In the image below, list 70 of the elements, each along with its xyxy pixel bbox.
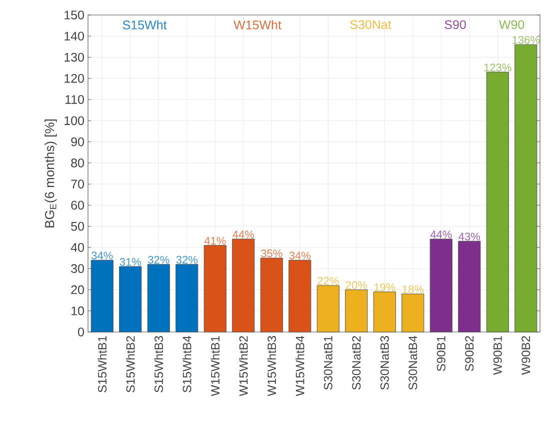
bar [316, 285, 340, 332]
data-label: 34% [92, 252, 113, 260]
data-label: 123% [484, 64, 512, 72]
x-tick-label: W90B1 [493, 336, 502, 375]
x-tick-label: S15WhtB2 [126, 336, 135, 392]
data-label: 136% [512, 36, 540, 44]
y-axis-title: BG$_{E}$(6 months) [%] [44, 120, 57, 228]
x-tick-label: W90B2 [522, 336, 530, 375]
x-tick-label: W15WhtB1 [210, 336, 220, 396]
data-label: 32% [148, 256, 170, 264]
x-tick-label: S30NatB1 [324, 336, 332, 390]
y-tick-label: 60 [71, 200, 84, 210]
bar [345, 289, 368, 332]
bar [232, 238, 255, 332]
data-label: 35% [261, 250, 282, 258]
x-tick-label: S15WhtB1 [98, 336, 107, 392]
y-tick-label: 30 [71, 264, 84, 274]
y-tick-label: 100 [64, 116, 84, 126]
bar [402, 294, 424, 332]
series-label: W90 [498, 20, 524, 30]
bar [147, 264, 170, 332]
y-tick-label: 10 [72, 306, 84, 316]
bar [458, 240, 481, 332]
y-tick-label: 40 [70, 243, 84, 252]
text: S90 [444, 20, 466, 30]
x-tick-label: S30NatB4 [408, 336, 418, 390]
bar [373, 292, 396, 332]
y-tick-label: 120 [64, 74, 84, 83]
data-label: 41% [204, 236, 226, 245]
data-label: 20% [346, 281, 367, 290]
data-label: 19% [374, 283, 396, 292]
y-tick-label: 70 [71, 180, 84, 188]
data-label: 44% [232, 230, 254, 238]
data-label: 18% [402, 285, 424, 294]
y-tick-label: 140 [64, 32, 84, 41]
x-tick-label: S30NatB3 [380, 336, 389, 390]
data-label: 43% [458, 232, 480, 240]
data-label: 31% [120, 258, 141, 266]
bar [430, 238, 452, 332]
y-tick-label: 90 [71, 137, 84, 146]
text: S15Wht [122, 20, 167, 30]
y-tick-label: 150 [64, 10, 84, 20]
x-tick-label: W15WhtB4 [295, 336, 304, 396]
y-tick-label: 130 [64, 52, 84, 62]
text: S30Nat [350, 20, 392, 30]
y-tick-label: 20 [71, 285, 84, 294]
bar [176, 264, 198, 332]
y-tick-label: 0 [78, 328, 84, 336]
bar [204, 245, 226, 332]
y-tick-label: 110 [66, 95, 84, 104]
data-label: 44% [430, 230, 452, 238]
x-tick-label: W15WhtB2 [238, 336, 248, 396]
x-tick-label: S90B1 [436, 336, 446, 372]
data-label: 34% [289, 252, 310, 260]
x-tick-label: S15WhtB4 [182, 336, 192, 392]
bar [260, 258, 283, 332]
x-tick-label: S15WhtB3 [154, 336, 164, 392]
x-tick-label: S90B2 [465, 336, 474, 372]
bar [486, 72, 509, 332]
data-label: 22% [318, 277, 339, 285]
bar [288, 260, 312, 332]
text: W15Wht [234, 20, 282, 30]
bar [514, 44, 538, 332]
data-label: 32% [176, 256, 198, 264]
y-tick-label: 50 [71, 222, 84, 231]
y-tick-label: 80 [71, 158, 84, 168]
bar [119, 266, 142, 332]
bar [90, 260, 114, 332]
x-tick-label: W15WhtB3 [267, 336, 276, 396]
x-tick-label: S30NatB2 [352, 336, 361, 390]
